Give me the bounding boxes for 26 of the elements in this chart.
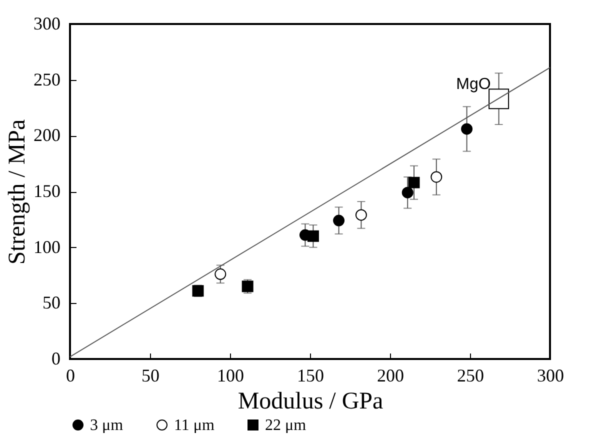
x-tick-label: 50 (142, 366, 160, 386)
point (461, 123, 473, 135)
y-tick-label: 100 (34, 236, 60, 257)
y-axis-title: Strength / MPa (4, 118, 30, 265)
x-tick-label: 100 (217, 366, 244, 386)
point (402, 186, 414, 198)
y-tick-label: 250 (34, 69, 60, 90)
y-tick-label: 150 (34, 181, 60, 201)
x-tick-label: 150 (297, 366, 324, 386)
annotation: MgO (456, 76, 491, 93)
x-tick-label: 250 (457, 366, 484, 386)
point (430, 171, 442, 183)
x-tick-label: 200 (377, 366, 404, 386)
x-tick-label: 0 (66, 366, 75, 386)
y-tick-label: 300 (34, 14, 60, 34)
point (333, 214, 345, 226)
y-tick-label: 0 (52, 348, 60, 368)
point (307, 230, 319, 242)
point (214, 268, 226, 280)
x-axis-title: Modulus / GPa (238, 388, 384, 414)
point (488, 88, 510, 110)
y-tick-label: 50 (42, 292, 60, 313)
y-tick-label: 200 (34, 125, 60, 146)
x-tick-label: 300 (537, 366, 564, 386)
point (408, 176, 420, 188)
point (355, 209, 367, 221)
